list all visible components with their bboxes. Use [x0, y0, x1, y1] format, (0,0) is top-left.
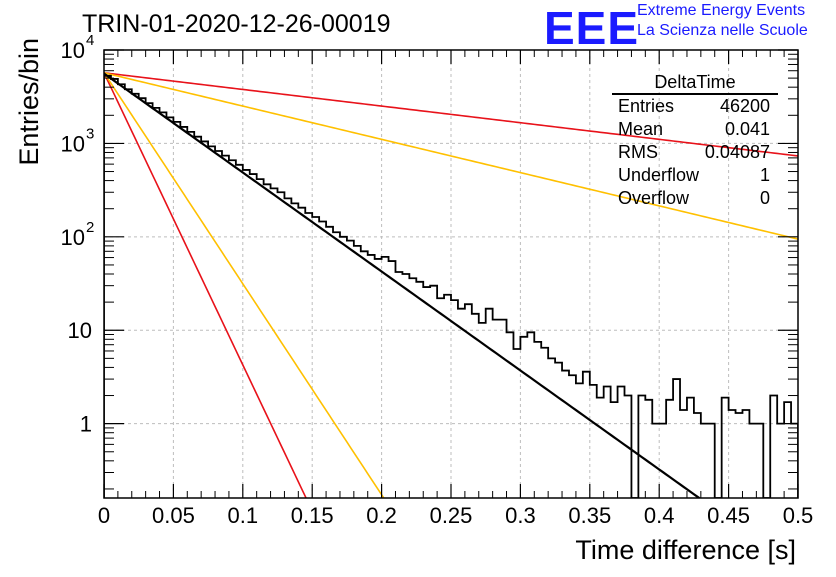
band-lines	[104, 72, 798, 498]
y-tick-label: 10	[61, 38, 85, 63]
x-tick-label: 0.3	[505, 503, 536, 528]
fit-line	[104, 72, 740, 498]
y-tick-label: 10	[61, 225, 85, 250]
stats-label: Underflow	[618, 165, 700, 185]
y-tick-label: 10	[61, 131, 85, 156]
histogram-outline	[104, 74, 798, 498]
x-tick-label: 0.45	[707, 503, 750, 528]
tick-marks	[103, 49, 799, 498]
grid-layer	[104, 50, 798, 498]
x-tick-label: 0	[98, 503, 110, 528]
y-tick-label: 1	[80, 412, 92, 437]
y-axis-title: Entries/bin	[14, 38, 44, 166]
logo-caption-line2: La Scienza nelle Scuole	[637, 22, 808, 39]
x-tick-label: 0.05	[152, 503, 195, 528]
stats-label: Mean	[618, 119, 664, 139]
stats-value: 0.04087	[704, 142, 770, 162]
stats-value: 0	[759, 188, 770, 208]
stats-row-overflow: Overflow 0	[612, 187, 778, 210]
stats-box: DeltaTime Entries 46200 Mean 0.041 RMS 0…	[612, 71, 778, 210]
x-tick-label: 0.15	[291, 503, 334, 528]
fit-line-layer	[104, 72, 740, 498]
stats-row-rms: RMS 0.04087	[612, 141, 778, 164]
band-line-1	[104, 72, 798, 157]
stats-rule	[612, 93, 778, 95]
page-title: TRIN-01-2020-12-26-00019	[82, 10, 391, 38]
band-line-2	[104, 72, 798, 240]
stats-label: RMS	[618, 142, 658, 162]
y-tick-exponent: 3	[86, 125, 94, 142]
band-line-4	[104, 72, 403, 498]
stats-title: DeltaTime	[654, 72, 736, 92]
eee-logo: EEE	[544, 2, 640, 54]
histogram-layer	[104, 74, 798, 498]
stats-value: 1	[759, 165, 770, 185]
x-tick-label: 0.25	[430, 503, 473, 528]
y-tick-exponent: 4	[86, 32, 94, 49]
x-tick-label: 0.5	[783, 503, 814, 528]
stats-label: Entries	[618, 96, 675, 116]
stats-row-mean: Mean 0.041	[612, 118, 778, 141]
x-tick-label: 0.1	[228, 503, 259, 528]
x-axis-title: Time difference [s]	[575, 535, 796, 565]
x-tick-label: 0.35	[568, 503, 611, 528]
axis-labels: 0 0.05 0.1 0.15 0.2 0.25 0.3 0.35 0.4 0.45 0.51101…	[14, 32, 813, 565]
stats-row-entries: Entries 46200	[612, 95, 778, 118]
y-tick-exponent: 2	[86, 219, 94, 236]
x-tick-label: 0.2	[366, 503, 397, 528]
stats-label: Overflow	[618, 188, 690, 208]
stats-row-underflow: Underflow 1	[612, 164, 778, 187]
stats-value: 46200	[719, 96, 770, 116]
x-tick-label: 0.4	[644, 503, 675, 528]
stats-value: 0.041	[724, 119, 770, 139]
y-tick-label: 10	[68, 318, 92, 343]
band-line-3	[104, 72, 323, 498]
logo-caption-line1: Extreme Energy Events	[637, 2, 806, 19]
